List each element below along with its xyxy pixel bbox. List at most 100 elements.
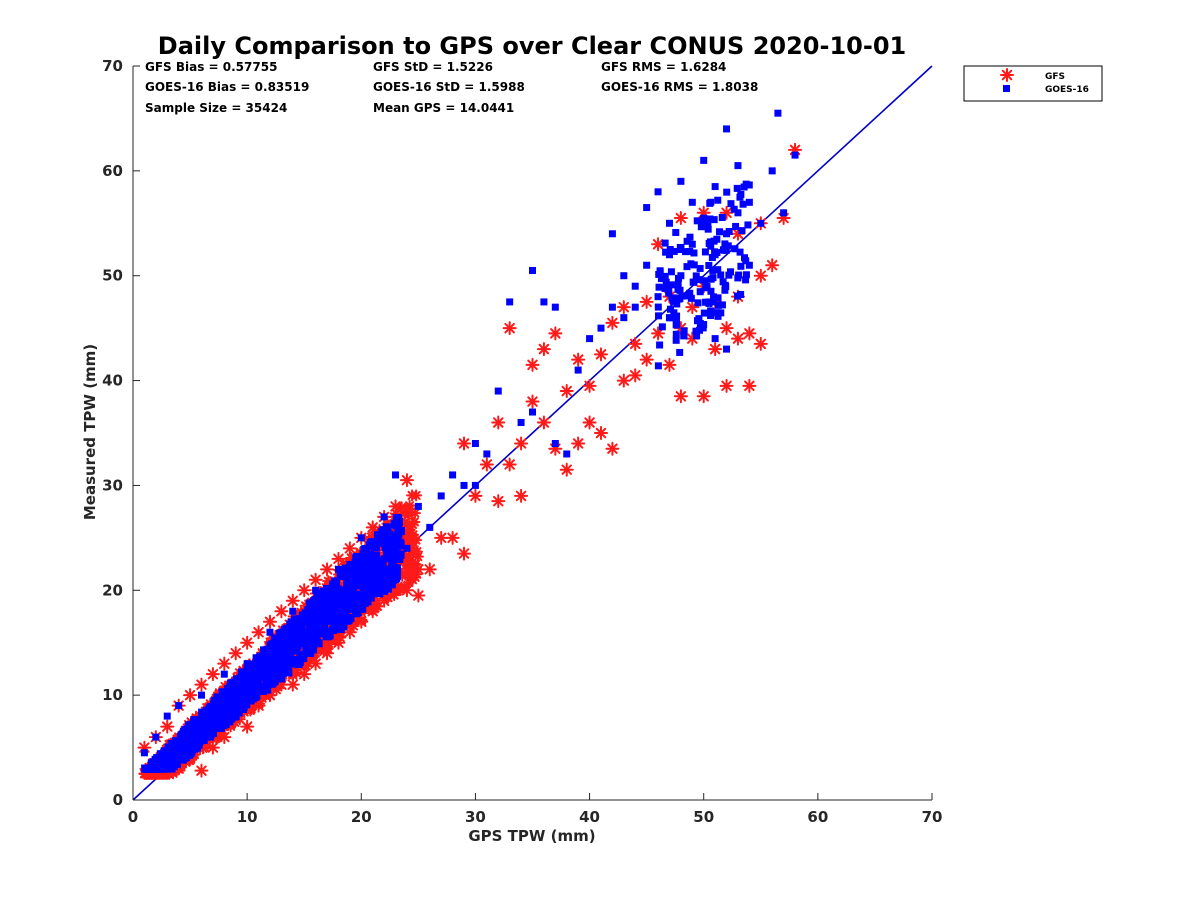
gfs-point xyxy=(548,326,563,341)
goes-point xyxy=(597,324,605,332)
gfs-point xyxy=(719,378,734,393)
gfs-point xyxy=(194,763,209,778)
goes-point xyxy=(397,527,406,536)
goes-point xyxy=(696,326,704,334)
goes-point xyxy=(185,721,194,730)
goes-point xyxy=(654,188,662,196)
gfs-point xyxy=(468,488,483,503)
goes-point xyxy=(322,632,331,641)
gfs-point xyxy=(434,530,449,545)
goes-point xyxy=(655,312,663,320)
goes-point xyxy=(717,271,725,279)
goes-point xyxy=(278,642,287,651)
gfs-point xyxy=(399,473,414,488)
goes-point xyxy=(700,219,708,227)
goes-point xyxy=(551,303,559,311)
gfs-point xyxy=(331,551,346,566)
goes-point xyxy=(182,750,191,759)
goes-point xyxy=(140,749,148,757)
goes-point xyxy=(266,660,274,668)
goes-point xyxy=(677,272,685,280)
gfs-point xyxy=(240,635,255,650)
goes-point xyxy=(361,589,370,598)
goes-point xyxy=(182,737,191,746)
goes-point xyxy=(298,639,307,648)
goes-point xyxy=(383,547,392,556)
gfs-point xyxy=(719,205,734,220)
goes-point xyxy=(731,245,739,253)
goes-point xyxy=(163,712,171,720)
goes-point xyxy=(283,624,292,633)
gfs-point xyxy=(742,378,757,393)
gfs-point xyxy=(262,614,277,629)
goes-point xyxy=(220,711,229,720)
gfs-point xyxy=(639,294,654,309)
gfs-point xyxy=(411,562,426,577)
goes-point xyxy=(319,587,328,596)
goes-point xyxy=(225,698,234,707)
goes-point xyxy=(666,245,674,253)
gfs-point xyxy=(753,336,768,351)
goes-point xyxy=(655,283,663,291)
goes-point xyxy=(710,216,718,224)
stat-goes-bias: GOES-16 Bias = 0.83519 xyxy=(145,80,309,94)
goes-point xyxy=(243,681,251,689)
goes-point xyxy=(331,577,340,586)
stat-gfs-bias: GFS Bias = 0.57755 xyxy=(145,60,277,74)
goes-point xyxy=(675,295,683,303)
goes-point xyxy=(349,597,358,606)
goes-point xyxy=(380,555,388,563)
gfs-point xyxy=(251,698,266,713)
goes-point xyxy=(339,612,348,621)
goes-point xyxy=(374,535,383,544)
goes-point xyxy=(380,513,388,521)
goes-point xyxy=(381,574,390,583)
goes-point xyxy=(353,607,362,616)
goes-point xyxy=(359,550,368,559)
goes-point xyxy=(742,276,750,284)
legend-gfs-marker xyxy=(1000,68,1014,82)
goes-point xyxy=(366,593,375,602)
goes-point xyxy=(323,607,331,615)
gfs-point xyxy=(605,315,620,330)
goes-point xyxy=(325,615,334,624)
gfs-point xyxy=(388,499,403,514)
goes-point xyxy=(154,764,163,773)
gfs-point xyxy=(217,656,232,671)
goes-point xyxy=(700,214,708,222)
goes-point xyxy=(437,492,445,500)
goes-point xyxy=(333,585,342,594)
goes-point xyxy=(674,280,682,288)
gfs-point xyxy=(502,457,517,472)
goes-point xyxy=(714,196,722,204)
goes-point xyxy=(209,712,217,720)
x-axis-label: GPS TPW (mm) xyxy=(468,827,595,845)
gfs-point xyxy=(765,258,780,273)
goes-point xyxy=(768,167,776,175)
gfs-point xyxy=(525,394,540,409)
gfs-point xyxy=(559,462,574,477)
x-tick-label: 60 xyxy=(807,808,828,826)
goes-point xyxy=(673,300,681,308)
gfs-point xyxy=(628,368,643,383)
gfs-point xyxy=(502,321,517,336)
goes-point xyxy=(262,651,271,660)
goes-point xyxy=(346,566,355,575)
goes-point xyxy=(326,594,335,603)
gfs-point xyxy=(719,321,734,336)
goes-point xyxy=(710,293,718,301)
goes-point xyxy=(176,750,185,759)
gfs-point xyxy=(616,300,631,315)
goes-point xyxy=(745,198,753,206)
goes-series-group xyxy=(140,109,799,773)
chart-title: Daily Comparison to GPS over Clear CONUS… xyxy=(158,32,906,60)
goes-point xyxy=(304,642,313,651)
goes-point xyxy=(243,666,252,675)
goes-point xyxy=(342,604,351,613)
goes-point xyxy=(345,573,354,582)
goes-point xyxy=(194,716,203,725)
goes-point xyxy=(700,156,708,164)
goes-point xyxy=(742,180,750,188)
goes-point xyxy=(369,565,377,573)
